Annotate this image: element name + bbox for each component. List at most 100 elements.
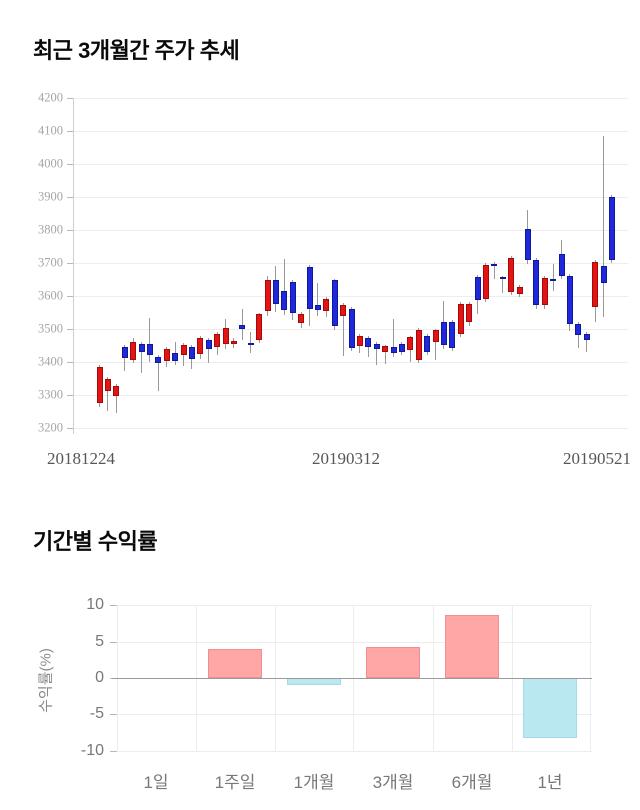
candle xyxy=(113,386,120,396)
price-y-tick-label: 3600 xyxy=(38,288,63,303)
candle xyxy=(121,346,128,359)
price-gridline xyxy=(73,131,628,132)
price-grid-tick xyxy=(67,329,73,330)
return-bar xyxy=(445,614,499,678)
candle xyxy=(256,314,263,340)
returns-y-axis-label: 수익률(%) xyxy=(37,648,55,713)
returns-x-tick-label: 1일 xyxy=(143,773,169,792)
returns-grid-tick xyxy=(110,750,117,752)
price-grid-tick xyxy=(67,197,73,198)
returns-chart-title: 기간별 수익률 xyxy=(33,529,158,554)
candle xyxy=(340,305,347,316)
candle xyxy=(205,339,212,350)
price-grid-tick xyxy=(67,395,73,396)
candle xyxy=(541,278,548,306)
candle xyxy=(264,280,271,311)
candle xyxy=(516,287,523,294)
candle xyxy=(550,278,557,282)
candle xyxy=(163,348,170,362)
candle-wick xyxy=(376,342,378,366)
price-gridline xyxy=(73,296,628,297)
candle xyxy=(281,291,288,310)
price-grid-tick xyxy=(67,263,73,264)
candle xyxy=(138,343,145,353)
candle-wick xyxy=(435,329,436,361)
candle-wick xyxy=(577,322,579,349)
price-y-tick-label: 3300 xyxy=(38,387,63,402)
candle xyxy=(457,303,464,334)
price-grid-tick xyxy=(67,98,73,99)
candle-wick xyxy=(552,264,554,291)
price-gridline xyxy=(73,197,628,198)
candle xyxy=(348,308,355,349)
candle xyxy=(314,305,321,310)
price-grid-tick xyxy=(67,428,73,429)
price-y-tick-label: 3500 xyxy=(38,321,63,336)
candle xyxy=(146,343,153,356)
candle-wick xyxy=(502,275,504,293)
price-gridline xyxy=(73,362,628,363)
candle-wick xyxy=(157,354,159,392)
price-chart: 4200 4100 4000 3900 3800 3700 3600 3500 3400 3300… xyxy=(0,90,640,480)
candle-wick xyxy=(384,344,386,364)
candle xyxy=(407,336,414,351)
candle xyxy=(600,266,607,283)
candle xyxy=(214,333,221,347)
price-y-tick-label: 3200 xyxy=(38,420,63,435)
candle xyxy=(306,266,313,309)
candle xyxy=(239,325,246,329)
candle xyxy=(415,330,422,361)
returns-x-tick-label: 3개월 xyxy=(372,773,414,792)
candle-wick xyxy=(586,332,588,353)
candle xyxy=(247,342,254,346)
price-gridline xyxy=(73,263,628,264)
candle xyxy=(197,338,204,355)
candle xyxy=(390,347,397,353)
candle xyxy=(566,276,573,325)
candle-wick xyxy=(603,135,604,318)
price-chart-title: 최근 3개월간 주가 추세 xyxy=(33,38,240,63)
returns-x-tick-label: 1개월 xyxy=(293,773,335,792)
candle xyxy=(180,344,187,356)
returns-grid-tick xyxy=(110,714,117,716)
price-y-tick-label: 4100 xyxy=(38,123,63,138)
candle-wick xyxy=(141,341,142,373)
candle xyxy=(482,264,489,300)
candle xyxy=(575,324,582,335)
candle xyxy=(449,322,456,349)
return-bar xyxy=(366,646,420,678)
candle xyxy=(356,336,363,347)
candle xyxy=(96,366,103,404)
candle-wick xyxy=(317,282,319,317)
price-x-tick-label: 20190521 xyxy=(563,449,631,468)
candle xyxy=(323,298,330,311)
candle xyxy=(382,346,389,353)
candle xyxy=(533,260,540,306)
price-y-tick-label: 3900 xyxy=(38,189,63,204)
candle-wick xyxy=(342,303,344,357)
returns-y-tick-label: 5 xyxy=(95,632,104,650)
price-grid-tick xyxy=(67,131,73,132)
returns-x-tick-label: 6개월 xyxy=(451,773,493,792)
returns-x-tick-label: 1주일 xyxy=(214,773,256,792)
price-y-axis-line xyxy=(73,98,74,434)
candle xyxy=(491,264,498,267)
candle-wick xyxy=(149,318,151,362)
candle xyxy=(289,282,296,314)
candle xyxy=(424,335,431,353)
price-y-tick-label: 4000 xyxy=(38,156,63,171)
candle xyxy=(365,338,372,348)
candle xyxy=(398,343,405,353)
candle xyxy=(172,352,179,361)
candle xyxy=(608,197,615,260)
candle-wick xyxy=(241,309,243,340)
candle-wick xyxy=(393,319,394,357)
returns-y-tick-label: 0 xyxy=(95,669,104,686)
candle xyxy=(230,340,237,344)
candle-wick xyxy=(208,337,210,363)
price-x-tick-label: 20181224 xyxy=(47,449,115,468)
candle xyxy=(592,261,599,308)
candle-wick xyxy=(107,376,109,412)
returns-gridline xyxy=(117,605,592,607)
